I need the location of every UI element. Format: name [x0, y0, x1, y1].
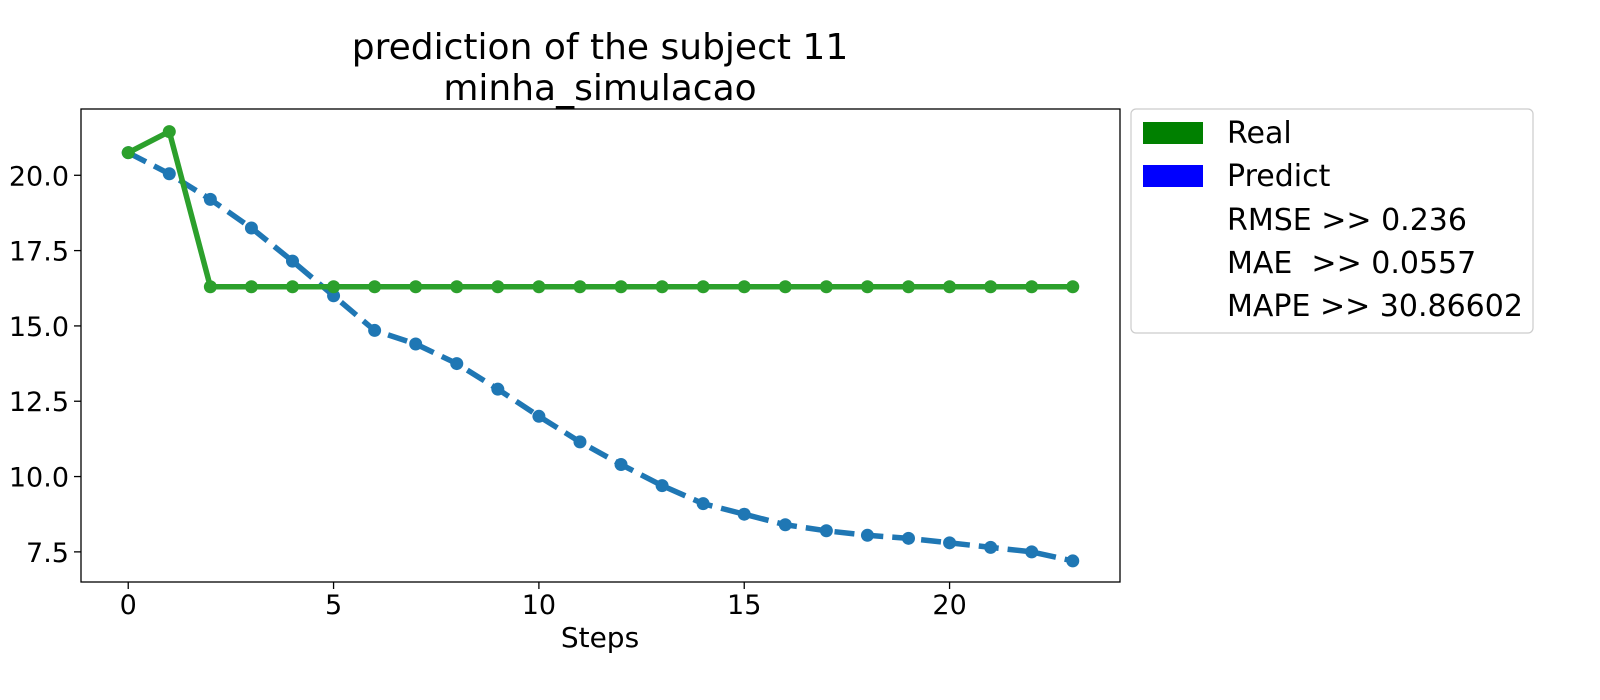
legend-metric-mape: MAPE >> 30.86602	[1227, 289, 1523, 324]
legend: Real Predict RMSE >> 0.236 MAE >> 0.0557…	[1130, 108, 1534, 334]
data-point-real	[778, 280, 792, 294]
data-point-predict	[532, 409, 546, 423]
data-point-real	[285, 280, 299, 294]
y-axis-ticks: 7.5 10.0 12.5 15.0 17.5 20.0	[9, 161, 81, 569]
y-tick-label: 17.5	[9, 237, 69, 268]
chart-title: prediction of the subject 11 minha_simul…	[352, 27, 848, 109]
data-point-predict	[285, 254, 299, 268]
data-point-real	[327, 280, 341, 294]
legend-frame	[1130, 108, 1534, 334]
data-point-predict	[203, 192, 217, 206]
data-point-predict	[614, 458, 628, 472]
data-point-predict	[491, 382, 505, 396]
data-point-real	[943, 280, 957, 294]
data-point-real	[409, 280, 423, 294]
data-point-real	[737, 280, 751, 294]
data-point-real	[573, 280, 587, 294]
chart-title-line-1: prediction of the subject 11	[352, 27, 848, 68]
data-point-predict	[409, 337, 423, 351]
data-point-real	[162, 125, 176, 139]
y-tick-label: 20.0	[9, 161, 69, 192]
data-point-predict	[162, 167, 176, 181]
data-point-predict	[244, 221, 258, 235]
chart-title-line-2: minha_simulacao	[443, 68, 756, 109]
data-point-predict	[573, 435, 587, 449]
y-tick-label: 15.0	[9, 312, 69, 343]
data-point-predict	[655, 479, 669, 493]
data-point-real	[902, 280, 916, 294]
data-point-real	[984, 280, 998, 294]
x-axis-ticks: 0 5 10 15 20	[120, 582, 967, 621]
legend-metric-mae: MAE >> 0.0557	[1227, 246, 1476, 281]
y-tick-label: 12.5	[9, 387, 69, 418]
data-point-predict	[327, 289, 341, 303]
series-layer	[121, 125, 1080, 568]
data-point-real	[368, 280, 382, 294]
data-point-real	[203, 280, 217, 294]
legend-label-real: Real	[1227, 116, 1292, 151]
data-point-predict	[819, 524, 833, 538]
legend-metric-rmse: RMSE >> 0.236	[1227, 203, 1467, 238]
data-point-predict	[696, 497, 710, 511]
data-point-real	[1025, 280, 1039, 294]
data-point-real	[491, 280, 505, 294]
y-tick-label: 10.0	[9, 463, 69, 494]
data-point-predict	[450, 357, 464, 371]
series-line-predict	[126, 150, 1074, 564]
data-point-predict	[943, 536, 957, 550]
series-line-real	[126, 128, 1073, 290]
legend-label-predict: Predict	[1227, 159, 1331, 194]
legend-swatch-real	[1143, 122, 1203, 144]
data-point-real	[450, 280, 464, 294]
data-point-real	[1066, 280, 1080, 294]
data-point-real	[614, 280, 628, 294]
series-real	[121, 125, 1080, 294]
data-point-predict	[860, 528, 874, 542]
data-point-predict	[737, 507, 751, 521]
plot-area	[80, 108, 1121, 583]
y-tick-label: 7.5	[26, 538, 69, 569]
x-tick-label: 0	[120, 590, 137, 621]
data-point-real	[655, 280, 669, 294]
x-tick-label: 20	[932, 590, 966, 621]
x-tick-label: 5	[325, 590, 342, 621]
x-axis-label: Steps	[561, 621, 639, 654]
data-point-predict	[368, 323, 382, 337]
legend-swatch-predict	[1143, 165, 1203, 187]
data-point-real	[860, 280, 874, 294]
data-point-predict	[1025, 545, 1039, 559]
data-point-predict	[778, 518, 792, 532]
x-tick-label: 10	[522, 590, 556, 621]
data-point-real	[244, 280, 258, 294]
data-point-predict	[1066, 554, 1080, 568]
data-point-predict	[984, 540, 998, 554]
x-tick-label: 15	[727, 590, 761, 621]
data-point-real	[532, 280, 546, 294]
data-point-real	[121, 146, 135, 160]
data-point-predict	[902, 531, 916, 545]
data-point-real	[819, 280, 833, 294]
data-point-real	[696, 280, 710, 294]
